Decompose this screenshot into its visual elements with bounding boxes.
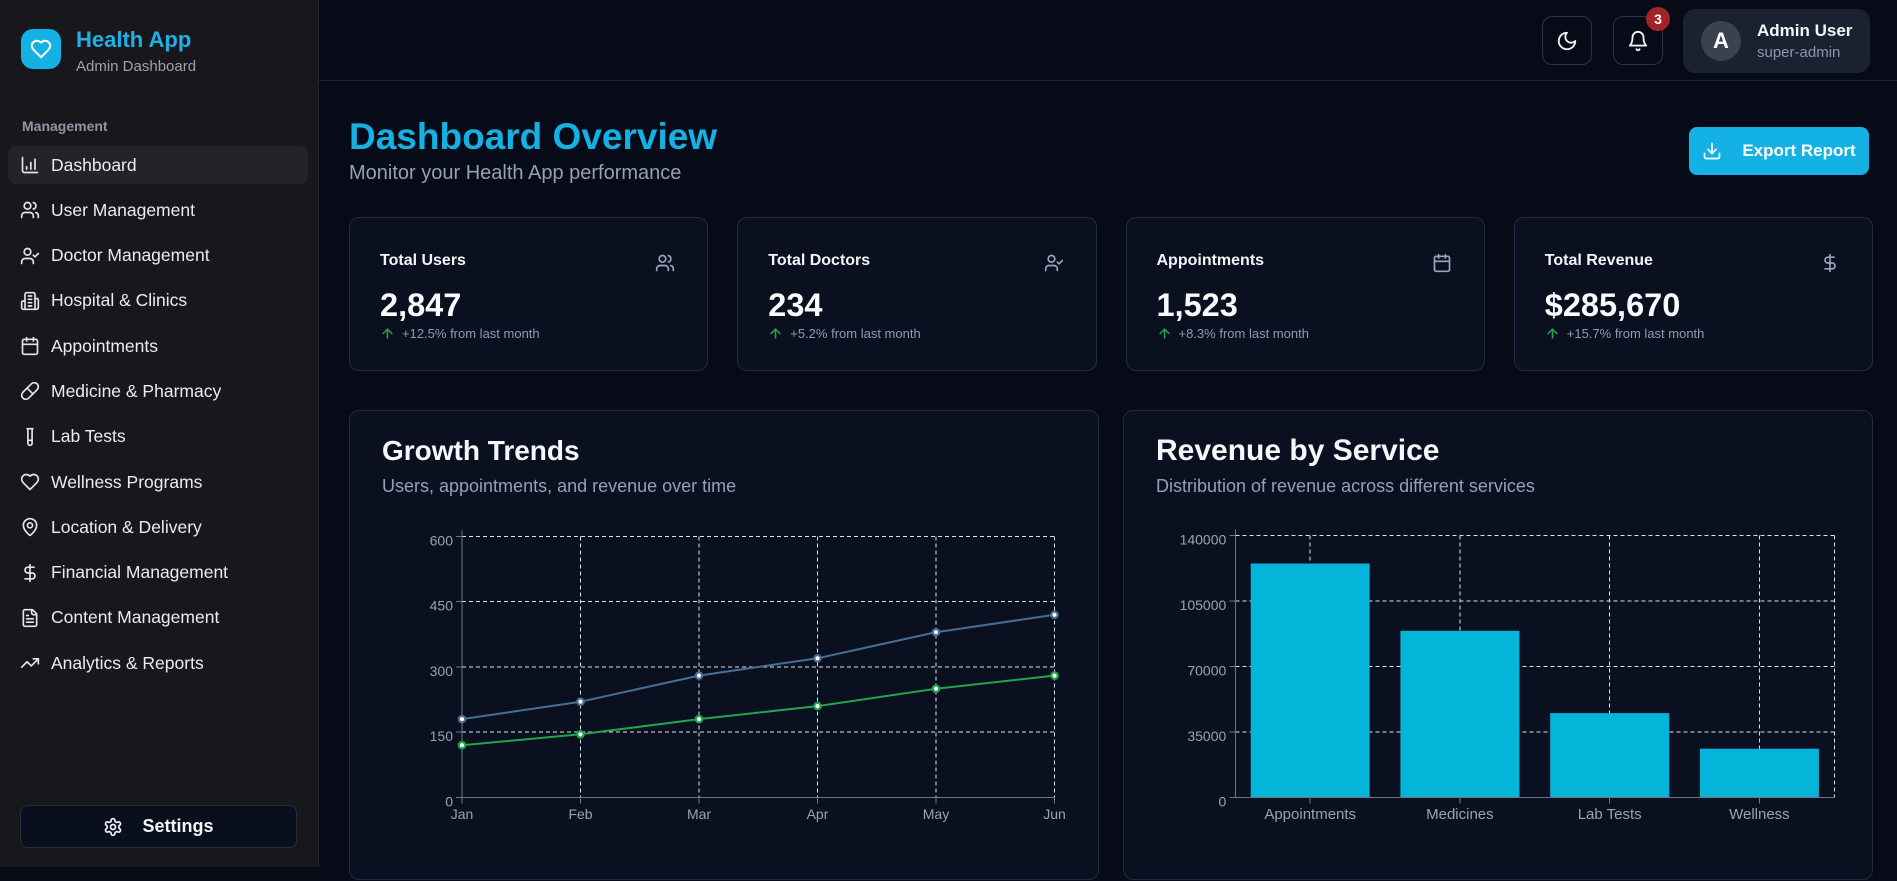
svg-text:Feb: Feb [568, 806, 592, 822]
svg-text:600: 600 [430, 533, 454, 549]
svg-text:Wellness: Wellness [1729, 806, 1790, 823]
svg-text:May: May [923, 806, 949, 822]
svg-text:0: 0 [1219, 793, 1227, 809]
svg-text:300: 300 [430, 663, 454, 679]
svg-text:105000: 105000 [1180, 597, 1227, 613]
svg-text:150: 150 [430, 728, 454, 744]
svg-text:Medicines: Medicines [1426, 806, 1494, 823]
svg-text:Mar: Mar [687, 806, 711, 822]
svg-text:Jun: Jun [1043, 806, 1066, 822]
svg-text:0: 0 [445, 793, 453, 809]
svg-text:450: 450 [430, 598, 454, 614]
svg-text:70000: 70000 [1187, 662, 1226, 678]
svg-text:Apr: Apr [807, 806, 829, 822]
svg-text:Lab Tests: Lab Tests [1578, 806, 1642, 823]
svg-text:Jan: Jan [451, 806, 474, 822]
svg-text:Appointments: Appointments [1264, 806, 1356, 823]
svg-text:35000: 35000 [1187, 728, 1226, 744]
svg-text:140000: 140000 [1180, 531, 1227, 547]
